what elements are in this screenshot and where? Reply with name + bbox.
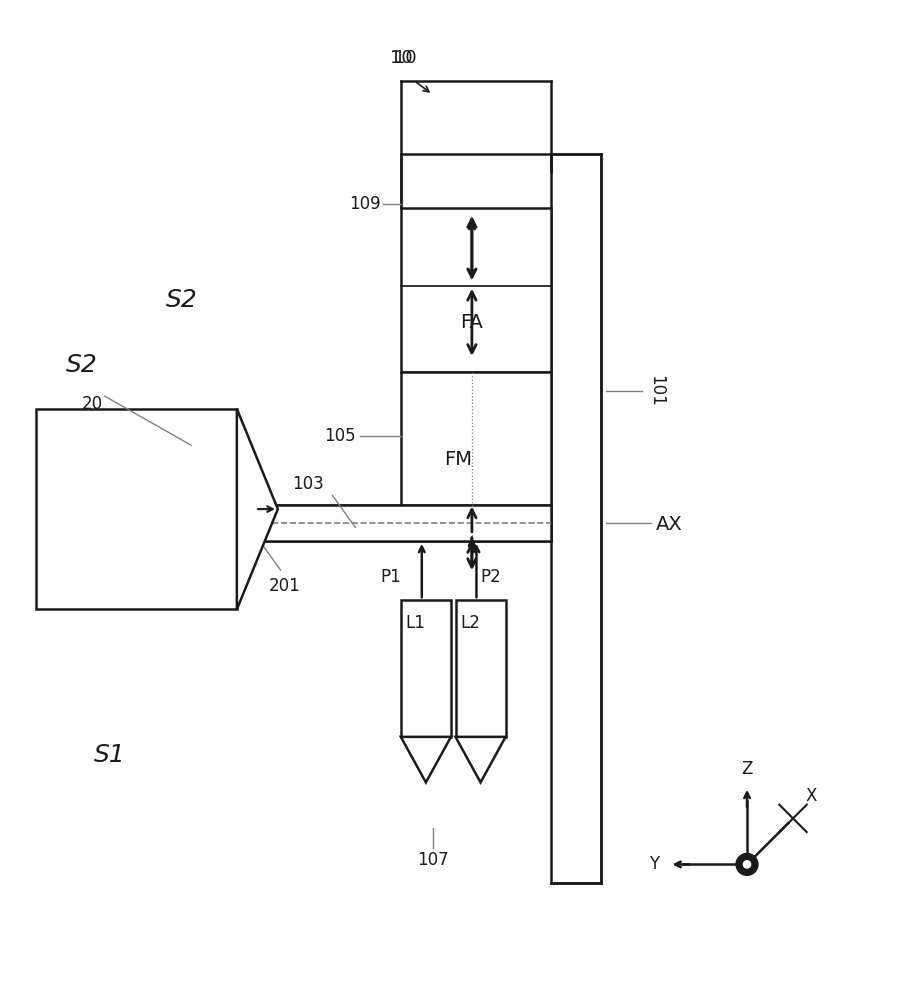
Bar [401, 208, 551, 372]
Text: 109: 109 [349, 195, 381, 213]
Text: 10: 10 [394, 49, 416, 67]
Text: L2: L2 [460, 614, 480, 632]
Text: P1: P1 [380, 568, 401, 586]
Bar [401, 600, 451, 737]
Text: Z: Z [742, 760, 752, 778]
Bar [401, 372, 551, 536]
Text: X: X [805, 787, 817, 805]
Bar [456, 600, 506, 737]
Text: AX: AX [656, 515, 682, 534]
Circle shape [743, 861, 751, 868]
Bar [255, 505, 551, 541]
Text: 20: 20 [82, 395, 103, 413]
Text: S2: S2 [67, 353, 97, 377]
Text: S2: S2 [167, 288, 198, 312]
Text: 101: 101 [647, 375, 665, 407]
Circle shape [736, 853, 758, 875]
Text: L1: L1 [405, 614, 425, 632]
Text: S1: S1 [94, 743, 125, 767]
Text: P2: P2 [480, 568, 501, 586]
Bar [551, 154, 601, 883]
Text: 103: 103 [292, 475, 323, 493]
Bar [36, 409, 237, 609]
Text: FM: FM [444, 450, 472, 469]
Text: 105: 105 [323, 427, 355, 445]
Text: 107: 107 [417, 851, 448, 869]
Text: 10: 10 [390, 49, 412, 67]
Text: 201: 201 [269, 577, 301, 595]
Polygon shape [401, 737, 451, 782]
Polygon shape [456, 737, 506, 782]
Bar [255, 505, 551, 541]
Text: FA: FA [460, 313, 484, 332]
Text: Y: Y [649, 855, 660, 873]
Polygon shape [237, 409, 278, 609]
